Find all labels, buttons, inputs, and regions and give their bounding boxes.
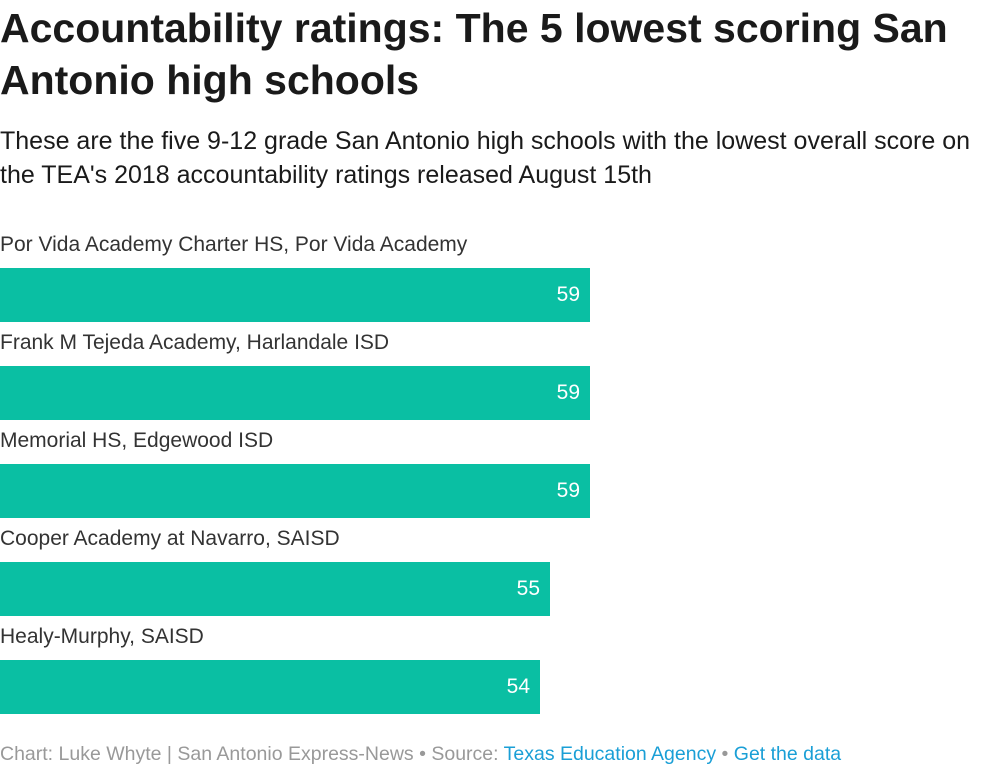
- bar-value-label: 59: [556, 283, 580, 306]
- source-label: Source:: [431, 743, 504, 765]
- bar-row: Cooper Academy at Navarro, SAISD 55: [0, 524, 1000, 622]
- bar-value-label: 59: [556, 381, 580, 404]
- bar-chart: Por Vida Academy Charter HS, Por Vida Ac…: [0, 230, 1000, 720]
- bar-row: Healy-Murphy, SAISD 54: [0, 622, 1000, 720]
- get-the-data-link[interactable]: Get the data: [733, 743, 842, 765]
- bar-category-label: Memorial HS, Edgewood ISD: [0, 429, 274, 452]
- bar-category-label: Healy-Murphy, SAISD: [0, 625, 204, 648]
- bar: 59: [0, 366, 590, 420]
- bar-category-label: Frank M Tejeda Academy, Harlandale ISD: [0, 331, 390, 354]
- bar: 59: [0, 268, 590, 322]
- bar-category-label: Cooper Academy at Navarro, SAISD: [0, 527, 340, 550]
- chart-credit: Chart: Luke Whyte | San Antonio Express-…: [0, 743, 414, 765]
- bar-value-label: 59: [556, 479, 580, 502]
- bar-row: Frank M Tejeda Academy, Harlandale ISD 59: [0, 328, 1000, 426]
- chart-title: Accountability ratings: The 5 lowest sco…: [0, 5, 948, 103]
- bar-row: Por Vida Academy Charter HS, Por Vida Ac…: [0, 230, 1000, 328]
- footer-separator: •: [716, 743, 734, 765]
- bar: 54: [0, 660, 540, 714]
- chart-subtitle: These are the five 9-12 grade San Antoni…: [0, 127, 971, 189]
- chart-footer: Chart: Luke Whyte | San Antonio Express-…: [0, 740, 1000, 768]
- bar-row: Memorial HS, Edgewood ISD 59: [0, 426, 1000, 524]
- bar-value-label: 55: [516, 577, 540, 600]
- bar: 59: [0, 464, 590, 518]
- bar-value-label: 54: [506, 675, 530, 698]
- footer-separator: •: [413, 743, 432, 765]
- bar-category-label: Por Vida Academy Charter HS, Por Vida Ac…: [0, 233, 468, 256]
- source-link[interactable]: Texas Education Agency: [503, 743, 717, 765]
- bar: 55: [0, 562, 550, 616]
